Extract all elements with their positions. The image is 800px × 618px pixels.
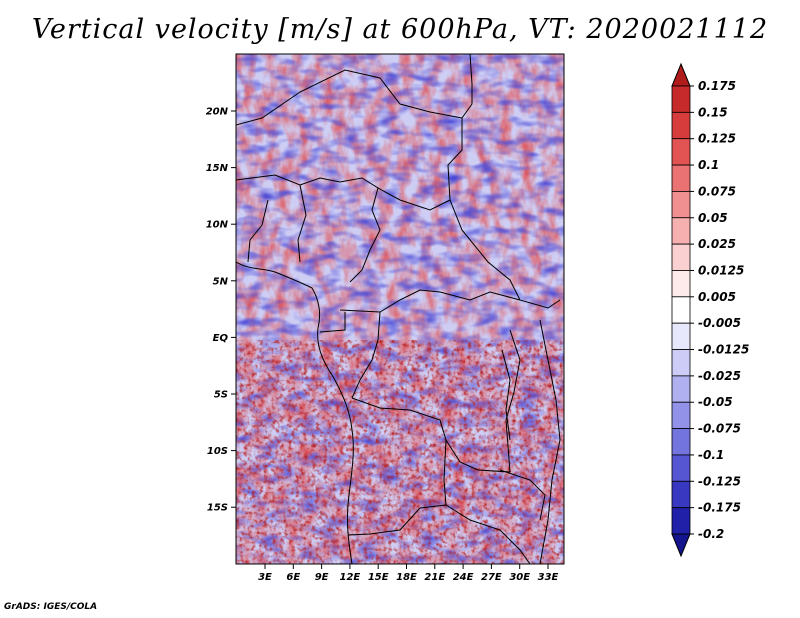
colorbar-label: 0.15 xyxy=(698,105,728,119)
colorbar-segment xyxy=(671,322,691,350)
colorbar-segment xyxy=(671,111,691,140)
country-borders xyxy=(236,54,561,564)
lon-tick-label: 27E xyxy=(481,572,502,583)
page-title: Vertical velocity [m/s] at 600hPa, VT: 2… xyxy=(31,14,769,45)
colorbar: 0.175 0.15 0.125 0.1 0.075 0.05 0.025 0.0125 0.0… xyxy=(671,62,749,558)
lat-tick-label: EQ xyxy=(213,333,229,344)
colorbar-label: 0.1 xyxy=(698,158,719,172)
colorbar-segment xyxy=(671,217,691,245)
colorbar-label: 0.025 xyxy=(698,237,736,251)
lon-tick-label: 30E xyxy=(509,572,530,583)
lat-tick-label: 20N xyxy=(206,107,229,118)
colorbar-label: 0.05 xyxy=(698,211,728,225)
colorbar-label: -0.175 xyxy=(698,501,741,515)
colorbar-segment xyxy=(671,401,691,429)
lon-tick-label: 18E xyxy=(396,572,417,583)
colorbar-segment xyxy=(671,270,691,298)
colorbar-segment xyxy=(671,138,691,166)
colorbar-label: 0.0125 xyxy=(698,263,744,277)
lon-tick-label: 12E xyxy=(340,572,361,583)
lat-tick-label: 5N xyxy=(213,276,229,287)
lat-tick-label: 10N xyxy=(206,220,229,231)
colorbar-label: -0.0125 xyxy=(698,343,749,357)
colorbar-segment xyxy=(671,375,691,403)
colorbar-label: -0.05 xyxy=(698,395,733,409)
colorbar-label: -0.2 xyxy=(698,527,724,541)
lat-tick-label: 10S xyxy=(207,446,228,457)
lon-tick-label: 3E xyxy=(258,572,272,583)
colorbar-segment xyxy=(671,164,691,192)
colorbar-segment xyxy=(671,243,691,271)
colorbar-label: 0.175 xyxy=(698,79,736,93)
lon-tick-label: 15E xyxy=(368,572,389,583)
colorbar-segment xyxy=(671,349,691,377)
lon-tick-label: 33E xyxy=(538,572,559,583)
colorbar-segment xyxy=(671,454,691,482)
colorbar-label: -0.075 xyxy=(698,422,741,436)
colorbar-label: -0.025 xyxy=(698,369,741,383)
lon-tick-label: 6E xyxy=(286,572,300,583)
colorbar-label: -0.125 xyxy=(698,474,741,488)
colorbar-segment xyxy=(671,85,691,113)
lon-tick-label: 21E xyxy=(424,572,445,583)
grads-credit: GrADS: IGES/COLA xyxy=(4,602,98,612)
colorbar-segment xyxy=(671,480,691,509)
colorbar-label: -0.005 xyxy=(698,316,741,330)
lat-tick-label: 15S xyxy=(207,503,228,514)
colorbar-segment xyxy=(671,428,691,456)
colorbar-top-arrow xyxy=(671,62,691,87)
lat-tick-label: 5S xyxy=(214,390,228,401)
map-panel xyxy=(236,54,564,564)
colorbar-label: 0.075 xyxy=(698,184,736,198)
latitude-ticks: 20N 15N 10N 5N EQ 5S 10S 15S xyxy=(206,107,236,514)
colorbar-label: 0.005 xyxy=(698,290,736,304)
longitude-ticks: 3E 6E 9E 12E 15E 18E 21E 24E 27E 30E 33E xyxy=(258,564,559,583)
lon-tick-label: 24E xyxy=(453,572,474,583)
colorbar-label: 0.125 xyxy=(698,132,736,146)
lon-tick-label: 9E xyxy=(315,572,329,583)
colorbar-segment xyxy=(671,507,691,535)
colorbar-segment xyxy=(671,191,691,219)
lat-tick-label: 15N xyxy=(206,163,229,174)
colorbar-label: -0.1 xyxy=(698,448,724,462)
colorbar-bottom-arrow xyxy=(671,533,691,558)
colorbar-segment xyxy=(671,296,691,324)
